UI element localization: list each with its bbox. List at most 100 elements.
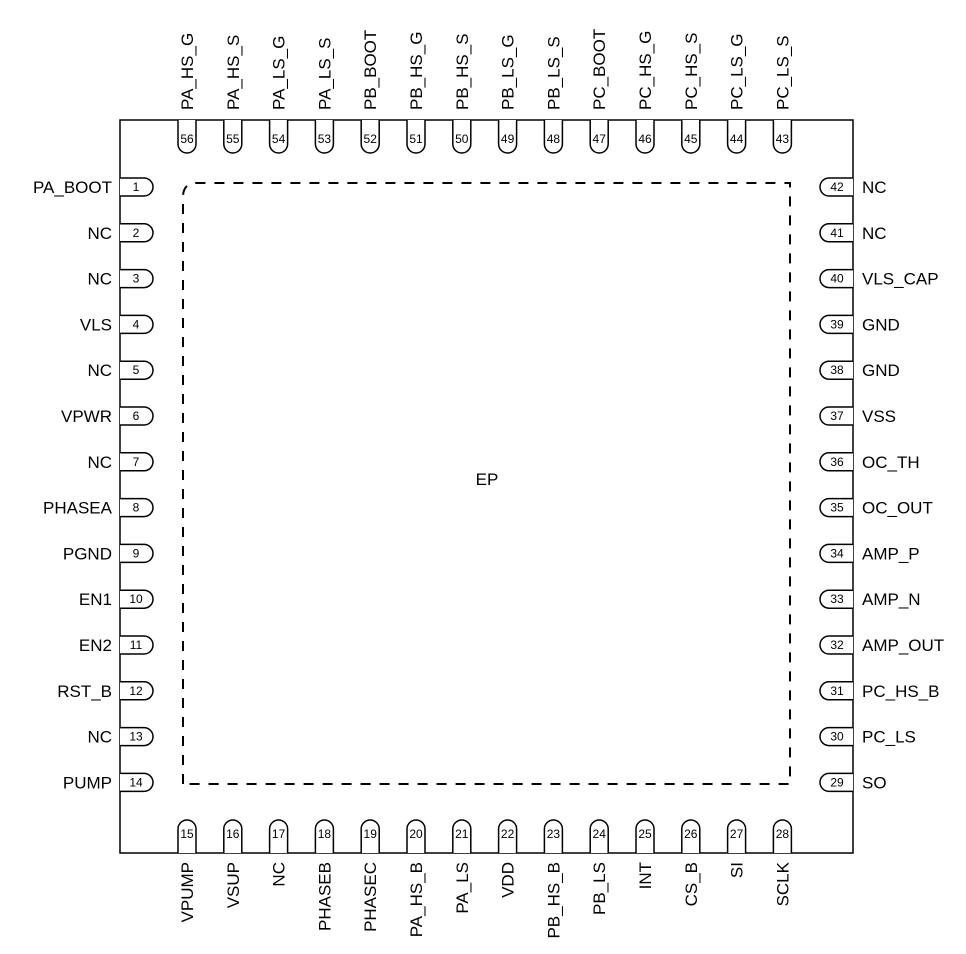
pin-pad (360, 120, 380, 154)
pin-number: 8 (133, 501, 140, 515)
pin-name: PC_HS_S (682, 33, 701, 110)
pin-pad (120, 268, 154, 289)
pin-name: PHASEB (315, 862, 334, 931)
pin-number: 15 (180, 827, 194, 841)
pin-pad (268, 120, 289, 154)
pin-number: 51 (409, 132, 423, 146)
pin-pad (120, 635, 154, 655)
pin-name: VLS (80, 315, 112, 334)
pin-name: RST_B (57, 682, 112, 701)
pin-name: VLS_CAP (862, 270, 939, 289)
pin-6: 6 VPWR (61, 406, 154, 426)
pin-pad (726, 120, 747, 154)
pin-19: 19 PHASEC (360, 819, 380, 932)
pin-pad (177, 120, 197, 154)
pin-name: PGND (63, 544, 112, 563)
pin-number: 25 (638, 827, 652, 841)
pin-name: PA_BOOT (33, 178, 112, 197)
pin-pad (819, 223, 853, 243)
pin-name: PC_BOOT (590, 29, 609, 110)
pin-pad (120, 223, 154, 243)
pin-name: SO (862, 773, 887, 792)
pin-name: PA_HS_B (407, 862, 426, 937)
pin-name: PA_LS_G (270, 36, 289, 110)
pin-pad (819, 360, 853, 380)
pin-46: 46 PC_HS_G (635, 31, 655, 154)
pin-47: 47 PC_BOOT (589, 29, 609, 154)
pin-pad (314, 120, 335, 154)
pin-31: 31 PC_HS_B (819, 681, 939, 701)
pin-pad (406, 120, 426, 154)
pin-pad (120, 360, 154, 380)
pin-name: NC (87, 270, 112, 289)
pin-number: 34 (830, 546, 844, 560)
pin-pad (120, 726, 154, 747)
pin-44: 44 PC_LS_G (726, 33, 747, 154)
pin-pad (819, 314, 853, 335)
pin-number: 18 (318, 827, 332, 841)
pin-number: 44 (730, 132, 744, 146)
pin-name: AMP_N (862, 590, 921, 609)
pin-38: 38 GND (819, 360, 900, 380)
pin-name: PC_LS_S (773, 35, 792, 110)
pin-name: OC_OUT (862, 499, 933, 518)
pin-number: 17 (272, 827, 286, 841)
pin-26: 26 CS_B (681, 819, 701, 906)
pins-layer: 1 PA_BOOT 2 NC 3 NC 4 VLS 5 NC 6 VPWR 7 NC 8 PHASEA 9 PGN… (33, 29, 944, 939)
pin-29: 29 SO (819, 772, 887, 793)
pin-pad (819, 772, 853, 793)
pin-name: PC_LS_G (728, 33, 747, 110)
pin-name: PHASEA (43, 499, 113, 518)
pin-name: PA_LS (453, 862, 472, 914)
pin-56: 56 PA_HS_G (177, 33, 197, 154)
pin-number: 47 (593, 132, 607, 146)
pin-number: 3 (133, 272, 140, 286)
pin-number: 14 (129, 775, 143, 789)
pin-pad (819, 406, 853, 426)
pin-name: VSS (862, 407, 896, 426)
pin-13: 13 NC (87, 726, 154, 747)
pin-14: 14 PUMP (63, 772, 154, 793)
pin-number: 1 (133, 180, 140, 194)
pin-pad (452, 120, 472, 154)
pin-name: VPWR (61, 407, 112, 426)
pin-28: 28 SCLK (772, 819, 792, 906)
pin-number: 21 (455, 827, 469, 841)
pin-name: GND (862, 315, 900, 334)
pin-41: 41 NC (819, 223, 887, 243)
pin-number: 53 (318, 132, 332, 146)
pin-pad (223, 120, 243, 154)
pin-5: 5 NC (87, 360, 154, 380)
pin-number: 52 (364, 132, 378, 146)
pin-27: 27 SI (726, 819, 747, 878)
pin-number: 26 (684, 827, 698, 841)
pin-21: 21 PA_LS (452, 819, 472, 914)
package-body (119, 119, 854, 854)
pin-name: PB_HS_S (453, 33, 472, 110)
pin-name: NC (87, 224, 112, 243)
pin-pad (120, 772, 154, 793)
pin-55: 55 PA_HS_S (223, 35, 243, 154)
pin-42: 42 NC (819, 177, 887, 197)
pin-pad (819, 452, 853, 472)
pin-9: 9 PGND (63, 543, 154, 563)
pin-pad (589, 120, 609, 154)
pin-pad (819, 177, 853, 197)
pin-pad (268, 819, 289, 853)
pin-pad (635, 120, 655, 154)
pin-number: 28 (776, 827, 790, 841)
pin-name: NC (87, 361, 112, 380)
pin-number: 2 (133, 226, 140, 240)
pin-number: 6 (133, 409, 140, 423)
pin-number: 29 (830, 775, 844, 789)
pin-number: 39 (830, 317, 844, 331)
pin-34: 34 AMP_P (819, 543, 920, 563)
pin-pad (543, 120, 564, 154)
pin-name: PC_HS_G (636, 31, 655, 110)
pin-39: 39 GND (819, 314, 900, 335)
exposed-pad-label: EP (476, 470, 499, 489)
pin-number: 20 (409, 827, 423, 841)
pin-name: NC (270, 862, 289, 887)
pin-pad (120, 681, 154, 701)
